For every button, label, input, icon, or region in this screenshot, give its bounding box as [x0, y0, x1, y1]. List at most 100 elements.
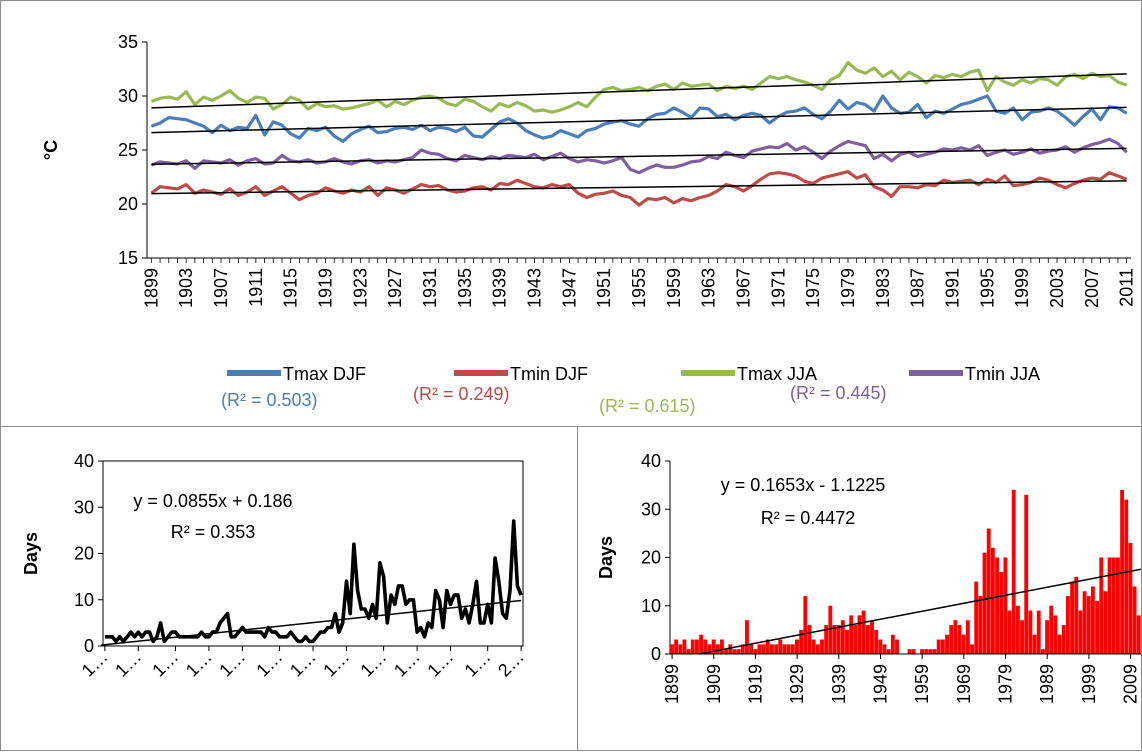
x-tick-label: 2003: [1047, 268, 1067, 308]
y-tick-label: 20: [641, 548, 661, 568]
bar: [832, 625, 837, 654]
trend-equation: y = 0.1653x - 1.1225: [721, 475, 886, 495]
bar: [803, 596, 808, 654]
r-squared-label: R² = 0.4472: [761, 508, 856, 528]
x-tick-label: 1…: [148, 647, 182, 681]
x-tick-label: 1995: [977, 268, 997, 308]
bar: [840, 620, 845, 654]
r-squared-label: (R² = 0.503): [221, 390, 318, 410]
y-tick-label: 30: [74, 497, 94, 517]
x-tick-label: 1963: [699, 268, 719, 308]
x-tick-label: 1959: [664, 268, 684, 308]
x-tick-label: 1909: [704, 664, 724, 704]
y-tick-label: 0: [651, 644, 661, 664]
bar: [861, 610, 866, 654]
bar: [1095, 600, 1100, 654]
bar: [957, 625, 962, 654]
bar: [1132, 586, 1137, 654]
bar: [782, 644, 787, 654]
bar: [1111, 557, 1116, 654]
x-tick-label: 2011: [1117, 268, 1137, 307]
bar: [670, 644, 674, 654]
bar: [728, 644, 733, 654]
bar: [1124, 499, 1129, 654]
bar: [949, 625, 954, 654]
trend-line: [151, 73, 1127, 109]
bar: [807, 625, 812, 654]
bar: [715, 644, 720, 654]
x-tick-label: 1969: [954, 664, 974, 704]
bar: [757, 644, 762, 654]
bar: [1007, 610, 1012, 654]
bar: [703, 639, 708, 654]
bar: [1074, 576, 1079, 654]
x-tick-label: 1…: [461, 647, 495, 681]
bar: [986, 528, 991, 654]
x-tick-label: 1951: [594, 268, 614, 308]
bar: [799, 629, 804, 654]
bar: [1053, 615, 1058, 654]
bar: [849, 615, 854, 654]
bar: [999, 571, 1004, 654]
bar: [936, 639, 941, 654]
bar: [1032, 634, 1037, 654]
bar: [674, 639, 679, 654]
bar: [732, 649, 737, 654]
bar: [686, 649, 691, 654]
x-tick-label: 1975: [803, 268, 823, 308]
bar: [961, 634, 966, 654]
bar: [965, 620, 970, 654]
bar: [995, 557, 999, 654]
x-tick-label: 2…: [494, 647, 528, 681]
bar: [690, 639, 695, 654]
x-tick-label: 1935: [455, 268, 475, 308]
x-tick-label: 1999: [1012, 268, 1032, 308]
bar: [753, 649, 758, 654]
x-tick-label: 1…: [78, 647, 112, 681]
x-tick-label: 1…: [319, 647, 353, 681]
bar: [724, 649, 729, 654]
bar: [1024, 494, 1029, 654]
bar: [707, 644, 712, 654]
bar: [928, 649, 933, 654]
bar: [736, 649, 741, 654]
bar: [1061, 625, 1066, 654]
x-tick-label: 1971: [768, 268, 788, 308]
y-tick-label: 25: [118, 140, 138, 160]
bar: [1136, 615, 1141, 654]
bar: [895, 639, 899, 654]
trend-line: [151, 106, 1127, 134]
bar: [878, 639, 883, 654]
bar: [740, 644, 745, 654]
x-tick-label: 1915: [281, 268, 301, 308]
legend-label: Tmin JJA: [965, 364, 1040, 384]
x-tick-label: 1…: [423, 647, 457, 681]
bar: [1128, 543, 1133, 654]
bar: [770, 644, 774, 654]
bar: [886, 649, 891, 654]
bar: [1065, 596, 1070, 654]
bar: [761, 644, 766, 654]
x-tick-label: 1…: [215, 647, 249, 681]
x-tick-label: 1919: [745, 664, 765, 704]
series-line-tmax-djf: [150, 94, 1128, 143]
trend-line: [151, 147, 1127, 166]
bar: [828, 605, 833, 654]
x-tick-label: 1927: [385, 268, 405, 308]
y-axis-title: Days: [596, 536, 616, 579]
bottom-left-chart-panel: 0 10 20 30 40 Days 1… 1… 1… 1… 1… 1… 1… 1… 1… 1… 1… 1… 2… y…: [0, 426, 578, 751]
bar: [745, 620, 749, 654]
bar: [882, 644, 887, 654]
bar: [1028, 610, 1033, 654]
bar: [1086, 596, 1091, 654]
x-tick-label: 1943: [525, 268, 545, 308]
bar: [1120, 489, 1125, 654]
x-tick-label: 1991: [942, 268, 962, 308]
bar: [1036, 610, 1041, 654]
bar: [1103, 591, 1108, 654]
trend-equation: y = 0.0855x + 0.186: [133, 491, 292, 511]
bar: [795, 639, 799, 654]
bar: [1040, 649, 1045, 654]
bar: [778, 639, 783, 654]
x-tick-label: 1…: [286, 647, 320, 681]
